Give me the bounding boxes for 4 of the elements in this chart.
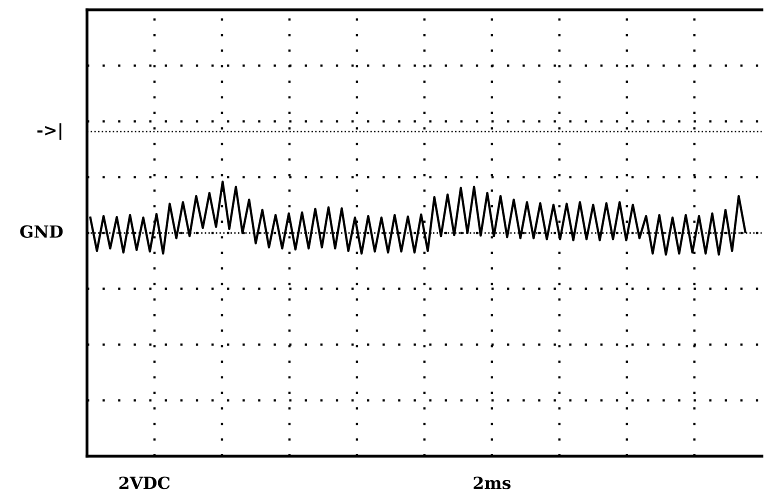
ref-line-label: ->|: [37, 123, 62, 140]
text: 2VDC: [119, 476, 170, 490]
ref-line-label: GND: [20, 225, 63, 238]
text: 2ms: [474, 476, 511, 490]
